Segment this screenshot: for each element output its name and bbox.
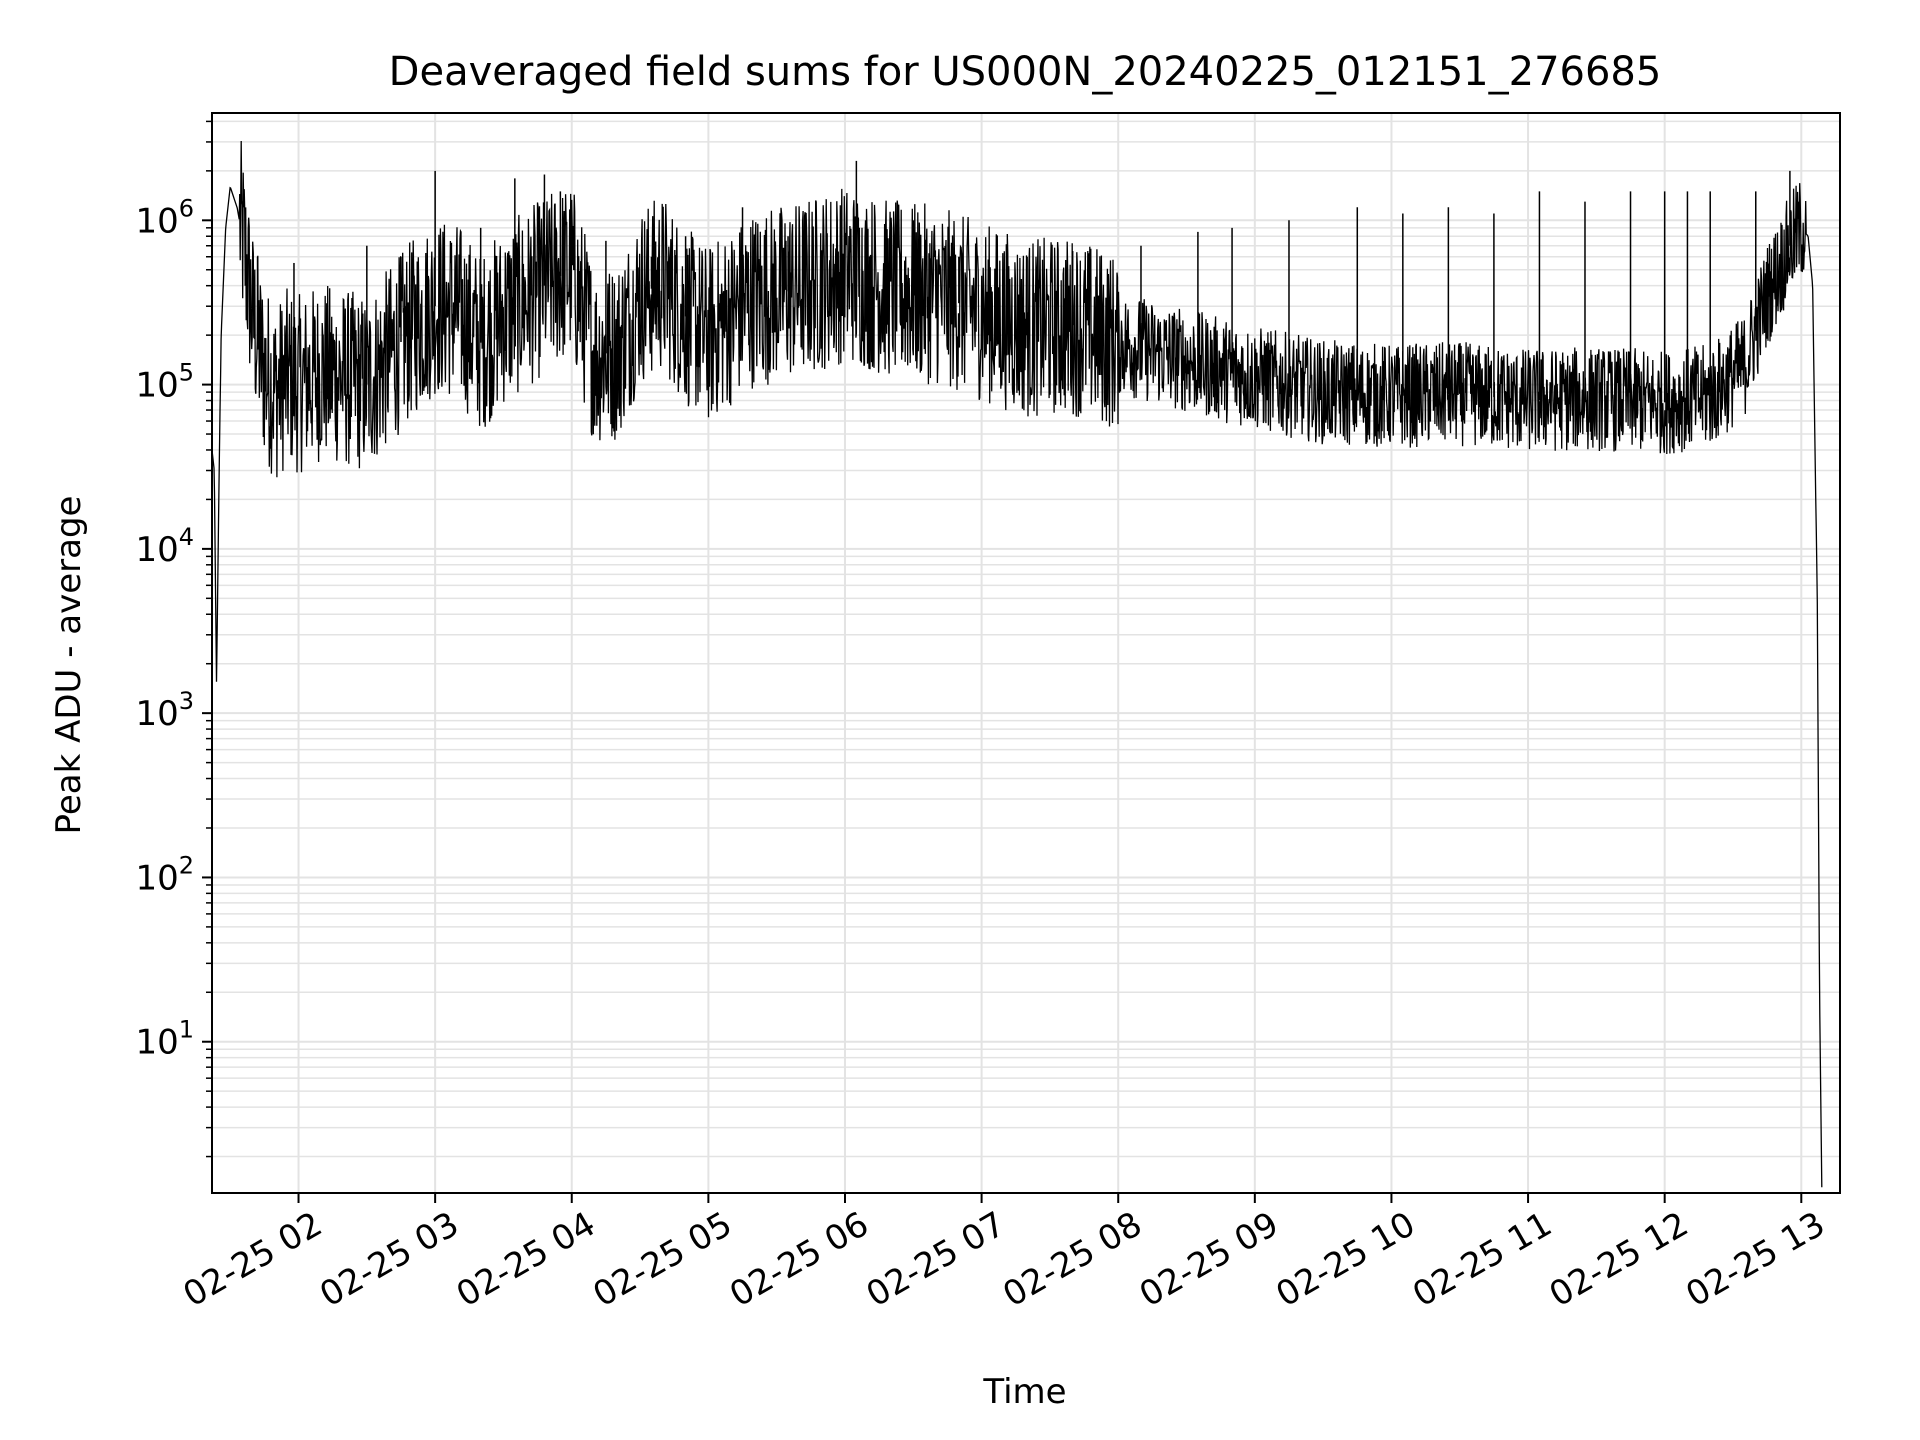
y-tick-label: 106 — [135, 194, 194, 241]
y-tick-label: 105 — [135, 359, 194, 406]
y-tick-label: 103 — [135, 687, 194, 734]
y-tick-label: 102 — [135, 851, 194, 898]
grid — [212, 113, 1840, 1193]
plot-frame — [211, 112, 1841, 1194]
chart-title: Deaveraged field sums for US000N_2024022… — [389, 49, 1662, 95]
series-group — [211, 140, 1823, 1188]
y-tick-label: 104 — [135, 523, 194, 570]
y-axis-label: Peak ADU - average — [49, 496, 89, 835]
y-tick-label: 101 — [135, 1016, 194, 1063]
x-axis-label: Time — [982, 1372, 1066, 1412]
